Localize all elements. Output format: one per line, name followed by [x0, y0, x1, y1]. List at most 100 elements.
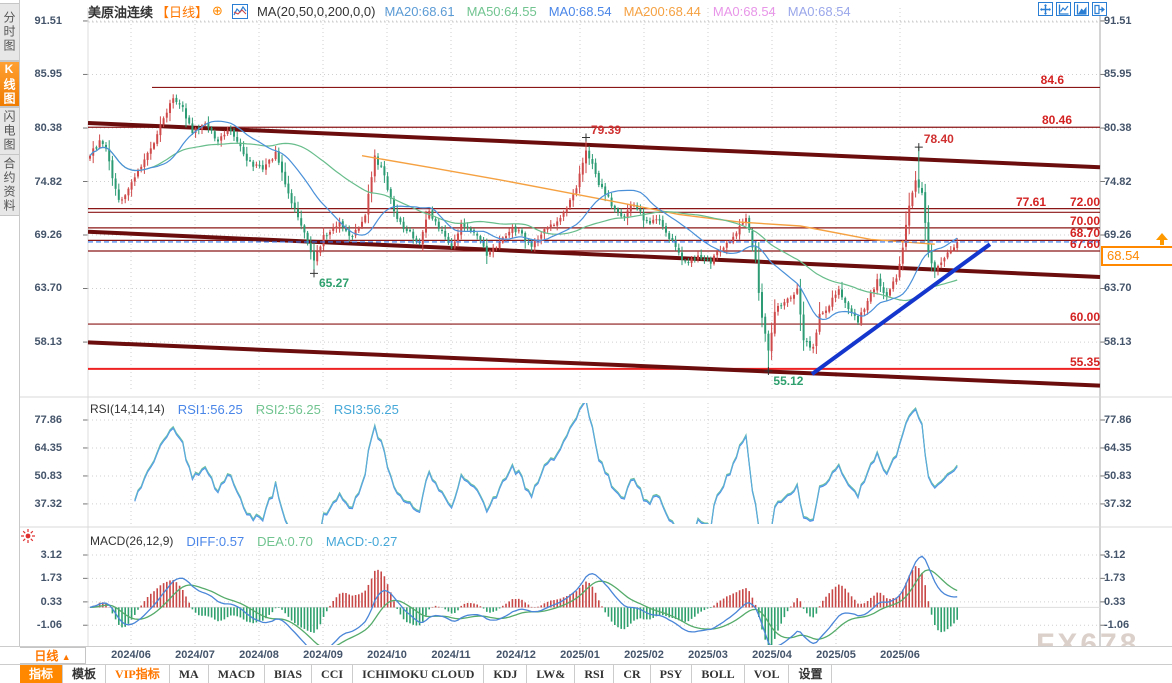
- x-axis-date: 2024/11: [431, 649, 471, 661]
- toolbar-item-ICHIMOKU CLOUD[interactable]: ICHIMOKU CLOUD: [353, 665, 485, 683]
- left-sidebar: 分时图 K线图 闪电图 合约资料: [0, 0, 20, 683]
- price-axis-label-left: 69.26: [34, 229, 62, 241]
- toolbar-item-MA[interactable]: MA: [170, 665, 209, 683]
- x-axis-date: 2024/07: [175, 649, 215, 661]
- window-tool-icons: [1038, 2, 1107, 16]
- x-axis-date: 2025/03: [688, 649, 728, 661]
- price-axis-label-right: 69.26: [1104, 229, 1132, 241]
- pan-crosshair-icon[interactable]: [1038, 2, 1053, 16]
- ma-chart-icon[interactable]: [231, 3, 248, 19]
- toolbar-item-PSY[interactable]: PSY: [651, 665, 693, 683]
- symbol-title: 美原油连续: [88, 4, 154, 20]
- ma-value: MA0:68.54: [712, 3, 776, 19]
- x-axis-date: 2024/10: [367, 649, 407, 661]
- x-axis-date: 2024/06: [111, 649, 151, 661]
- period-label: 日线: [34, 649, 59, 663]
- sidebar-tab-合约资料[interactable]: 合约资料: [0, 154, 19, 216]
- ma-values: MA20:68.61 MA50:64.55 MA0:68.54 MA200:68.44…: [384, 4, 850, 19]
- macd-value: MACD:-0.27: [325, 534, 398, 549]
- macd-value: DEA:0.70: [257, 534, 313, 549]
- price-axis-label-left: 58.13: [34, 336, 62, 349]
- toolbar-item-设置[interactable]: 设置: [789, 665, 833, 683]
- rsi-axis-label-left: 77.86: [34, 414, 62, 426]
- price-axis-label-left: 74.82: [34, 175, 62, 188]
- macd-axis-label-left: 1.73: [40, 572, 62, 585]
- toolbar-item-CR[interactable]: CR: [614, 665, 651, 683]
- extreme-marker-79.39: 79.39: [591, 122, 622, 137]
- level-label-70.00: 70.00: [1069, 213, 1100, 228]
- toolbar-item-KDJ[interactable]: KDJ: [484, 665, 528, 683]
- rsi-value: RSI1:56.25: [177, 402, 243, 417]
- period-arrow-icon: ▲: [61, 652, 71, 662]
- x-axis-date: 2024/09: [303, 649, 343, 661]
- ma-settings[interactable]: MA(20,50,0,200,0,0): [256, 3, 376, 19]
- x-axis-date: 2024/12: [496, 649, 536, 661]
- ma-value: MA0:68.54: [548, 3, 612, 19]
- sidebar-tab-闪电图[interactable]: 闪电图: [0, 107, 19, 155]
- rsi-axis-label-right: 50.83: [1104, 469, 1132, 482]
- level-label-68.70: 68.70: [1069, 226, 1100, 241]
- period-selector[interactable]: 日线 ▲: [20, 647, 86, 664]
- level-label-84.6: 84.6: [1040, 73, 1064, 88]
- sidebar-tab-K线图[interactable]: K线图: [0, 61, 19, 107]
- rsi-values: RSI1:56.25 RSI2:56.25 RSI3:56.25: [177, 402, 399, 417]
- macd-axis-label-left: 3.12: [40, 549, 62, 561]
- period-tag[interactable]: 【日线】: [156, 4, 209, 20]
- toolbar-item-指标[interactable]: 指标: [20, 665, 64, 683]
- toolbar-item-VOL[interactable]: VOL: [745, 665, 790, 683]
- rsi-axis-label-right: 77.86: [1104, 414, 1132, 426]
- zoom-chart-icon[interactable]: [1056, 2, 1071, 16]
- toolbar-item-MACD[interactable]: MACD: [209, 665, 266, 683]
- ma-value: MA0:68.54: [787, 3, 851, 19]
- price-axis-label-left: 80.38: [34, 122, 62, 135]
- price-axis-label-right: 85.95: [1104, 68, 1132, 81]
- price-axis-label-right: 91.51: [1104, 14, 1132, 27]
- rsi-params[interactable]: RSI(14,14,14): [90, 402, 165, 416]
- exit-chart-icon[interactable]: [1092, 2, 1107, 16]
- toolbar-item-CCI[interactable]: CCI: [312, 665, 354, 683]
- toolbar-item-模板[interactable]: 模板: [63, 665, 107, 683]
- rsi-axis-label-left: 37.32: [34, 497, 62, 510]
- indicator-toolbar: 指标 模板 VIP指标 MA MACD BIAS CCI ICHIMOKU CLOUD KDJ L…: [0, 664, 1172, 683]
- rsi-value: RSI2:56.25: [255, 402, 321, 417]
- level-label-72.00: 72.00: [1069, 194, 1100, 209]
- price-axis-label-right: 74.82: [1104, 175, 1132, 188]
- level-label-55.35: 55.35: [1069, 354, 1100, 369]
- macd-axis-label-right: 0.33: [1104, 595, 1126, 608]
- toolbar-item-VIP指标[interactable]: VIP指标: [106, 665, 170, 683]
- toolbar-item-LW&[interactable]: LW&: [527, 665, 576, 683]
- macd-values: DIFF:0.57 DEA:0.70 MACD:-0.27: [186, 534, 398, 549]
- chart-header: 美原油连续 【日线】 ⊕ MA(20,50,0,200,0,0) MA20:68…: [88, 2, 851, 20]
- level-label-77.61: 77.61: [1015, 194, 1046, 209]
- rsi-axis-label-right: 37.32: [1104, 497, 1132, 510]
- level-label-80.46: 80.46: [1041, 113, 1072, 128]
- x-axis-date: 2025/06: [880, 649, 920, 661]
- macd-panel-header: MACD(26,12,9) DIFF:0.57 DEA:0.70 MACD:-0.2…: [90, 534, 398, 549]
- macd-params[interactable]: MACD(26,12,9): [90, 534, 174, 548]
- price-axis-label-right: 80.38: [1104, 122, 1132, 135]
- extreme-marker-65.27: 65.27: [319, 276, 350, 291]
- price-axis-label-left: 63.70: [34, 282, 62, 295]
- sidebar-tab-分时图[interactable]: 分时图: [0, 3, 19, 61]
- price-axis-label-right: 63.70: [1104, 282, 1132, 295]
- toolbar-item-RSI[interactable]: RSI: [575, 665, 615, 683]
- macd-axis-label-left: 0.33: [40, 595, 62, 608]
- rsi-axis-label-left: 50.83: [34, 469, 62, 482]
- macd-axis-label-right: 3.12: [1104, 549, 1126, 561]
- toolbar-item-BIAS[interactable]: BIAS: [265, 665, 313, 683]
- level-label-60.00: 60.00: [1069, 310, 1100, 325]
- rsi-value: RSI3:56.25: [333, 402, 399, 417]
- current-price-box: 68.54: [1101, 246, 1172, 266]
- collapse-circle-icon[interactable]: ⊕: [212, 3, 223, 18]
- level-label-67.60: 67.60: [1069, 236, 1100, 251]
- x-axis-date: 2025/05: [816, 649, 856, 661]
- indicator-flash-icon[interactable]: [20, 528, 36, 549]
- x-axis-date: 2024/08: [239, 649, 279, 661]
- x-axis-date: 2025/04: [752, 649, 792, 661]
- price-axis-label-left: 85.95: [34, 68, 62, 81]
- x-axis-date: 2025/01: [560, 649, 600, 661]
- toolbar-item-BOLL[interactable]: BOLL: [692, 665, 745, 683]
- area-chart-icon[interactable]: [1074, 2, 1089, 16]
- ma-value: MA50:64.55: [466, 3, 537, 19]
